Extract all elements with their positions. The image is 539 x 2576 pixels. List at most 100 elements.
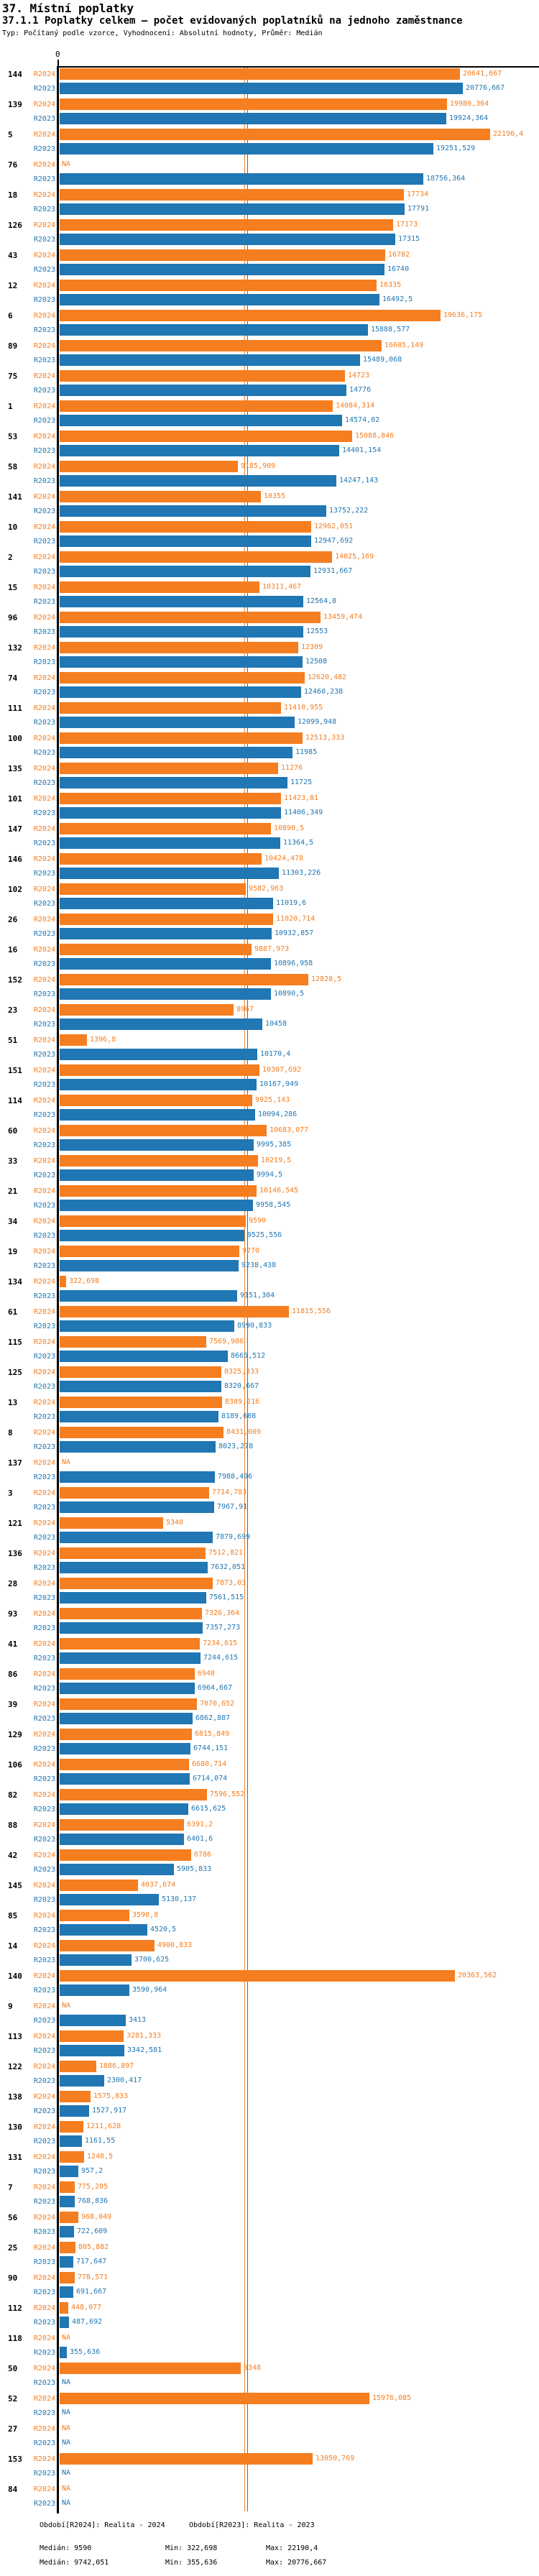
series-label-r2023: R2023: [33, 2198, 55, 2206]
series-label-r2024: R2024: [33, 765, 55, 773]
bar-value: 11725: [290, 778, 313, 786]
bar-r2023: [60, 2286, 73, 2298]
bar-r2024: [60, 974, 308, 985]
series-label-r2024: R2024: [33, 1218, 55, 1225]
bar-value: 16492,5: [382, 295, 413, 303]
bar-r2024: [60, 642, 298, 653]
bar-value-na: NA: [62, 2439, 71, 2447]
bar-r2024: [60, 1397, 222, 1408]
series-label-r2023: R2023: [33, 2319, 55, 2327]
row-id-label: 8: [8, 1428, 13, 1438]
series-label-r2024: R2024: [33, 1912, 55, 1920]
series-label-r2024: R2024: [33, 946, 55, 954]
bar-r2023: [60, 1562, 208, 1573]
bar-value: 15489,068: [363, 356, 402, 364]
bar-r2024: [60, 1185, 257, 1197]
bar-value: 6948: [198, 1670, 216, 1678]
series-label-r2024: R2024: [33, 1368, 55, 1376]
series-label-r2023: R2023: [33, 326, 55, 334]
series-label-r2024: R2024: [33, 1701, 55, 1708]
bar-value: 487,692: [72, 2318, 103, 2326]
chart-top-border: [57, 66, 539, 68]
series-label-r2024: R2024: [33, 2304, 55, 2312]
bar-r2023: [60, 988, 271, 1000]
bar-r2023: [60, 475, 336, 487]
bar-value: 10458: [265, 1020, 287, 1028]
series-label-r2024: R2024: [33, 1852, 55, 1859]
bar-value: 19980,364: [450, 100, 489, 108]
series-label-r2023: R2023: [33, 356, 55, 364]
bar-r2023: [60, 1471, 215, 1483]
series-label-r2024: R2024: [33, 1731, 55, 1739]
row-id-label: 146: [8, 855, 22, 864]
row-id-label: 138: [8, 2092, 22, 2102]
row-id-label: 12: [8, 281, 18, 290]
stat-min-2023: Min: 355,636: [165, 2559, 218, 2567]
bar-r2023: [60, 2226, 74, 2237]
bar-value: 14025,169: [335, 553, 374, 561]
bar-value: 11019,6: [276, 899, 307, 907]
series-label-r2023: R2023: [33, 1081, 55, 1089]
series-label-r2023: R2023: [33, 1806, 55, 1813]
series-label-r2024: R2024: [33, 1067, 55, 1075]
row-id-label: 51: [8, 1036, 18, 1045]
bar-r2023: [60, 294, 379, 305]
series-label-r2023: R2023: [33, 1866, 55, 1874]
row-id-label: 151: [8, 1066, 22, 1075]
bar-r2023: [60, 1743, 190, 1754]
bar-r2023: [60, 1290, 237, 1302]
series-label-r2023: R2023: [33, 447, 55, 455]
bar-r2023: [60, 1803, 188, 1815]
bar-value: 13459,474: [323, 613, 363, 621]
row-id-label: 18: [8, 190, 18, 200]
row-id-label: 111: [8, 704, 22, 713]
series-label-r2024: R2024: [33, 1972, 55, 1980]
bar-r2024: [60, 1487, 209, 1499]
bar-value: 691,667: [76, 2288, 107, 2296]
stat-max-2023: Max: 20776,667: [266, 2559, 327, 2567]
series-label-r2024: R2024: [33, 1248, 55, 1256]
bar-value: 3281,333: [126, 2032, 162, 2040]
bar-value-na: NA: [62, 2334, 71, 2342]
bar-r2024: [60, 1336, 206, 1348]
series-label-r2023: R2023: [33, 175, 55, 183]
bar-value: 7234,615: [203, 1639, 238, 1647]
bar-value: 9238,438: [241, 1261, 277, 1269]
series-label-r2024: R2024: [33, 523, 55, 531]
row-id-label: 14: [8, 1941, 18, 1951]
bar-r2024: [60, 1668, 195, 1680]
bar-value: 8023,278: [218, 1443, 254, 1450]
bar-r2024: [60, 1638, 200, 1650]
series-label-r2023: R2023: [33, 658, 55, 666]
series-label-r2023: R2023: [33, 1534, 55, 1542]
series-label-r2024: R2024: [33, 795, 55, 803]
bar-r2024: [60, 1849, 191, 1861]
bar-value: 18756,364: [426, 175, 466, 183]
series-label-r2023: R2023: [33, 2439, 55, 2447]
series-label-r2023: R2023: [33, 568, 55, 576]
bar-r2023: [60, 1773, 190, 1785]
series-label-r2024: R2024: [33, 282, 55, 290]
bar-value: 10311,467: [262, 583, 302, 591]
bar-value: 9151,304: [240, 1292, 275, 1300]
bar-value: 19636,175: [443, 311, 483, 319]
bar-value: 717,647: [76, 2258, 107, 2266]
stat-median-2023: Medián: 9742,051: [40, 2559, 109, 2567]
bar-r2024: [60, 1064, 259, 1076]
series-label-r2024: R2024: [33, 2395, 55, 2403]
bar-r2024: [60, 1125, 267, 1136]
bar-value: 7326,364: [205, 1609, 240, 1617]
bar-value: 355,636: [70, 2348, 101, 2356]
bar-r2023: [60, 385, 346, 396]
row-id-label: 122: [8, 2062, 22, 2071]
bar-r2023: [60, 1351, 228, 1362]
series-label-r2024: R2024: [33, 674, 55, 682]
series-label-r2024: R2024: [33, 1127, 55, 1135]
row-id-label: 61: [8, 1307, 18, 1317]
bar-value: 16740: [387, 265, 410, 273]
series-label-r2023: R2023: [33, 1232, 55, 1240]
bar-value: 10167,949: [259, 1080, 299, 1088]
bar-r2024: [60, 1759, 189, 1770]
series-label-r2023: R2023: [33, 1111, 55, 1119]
